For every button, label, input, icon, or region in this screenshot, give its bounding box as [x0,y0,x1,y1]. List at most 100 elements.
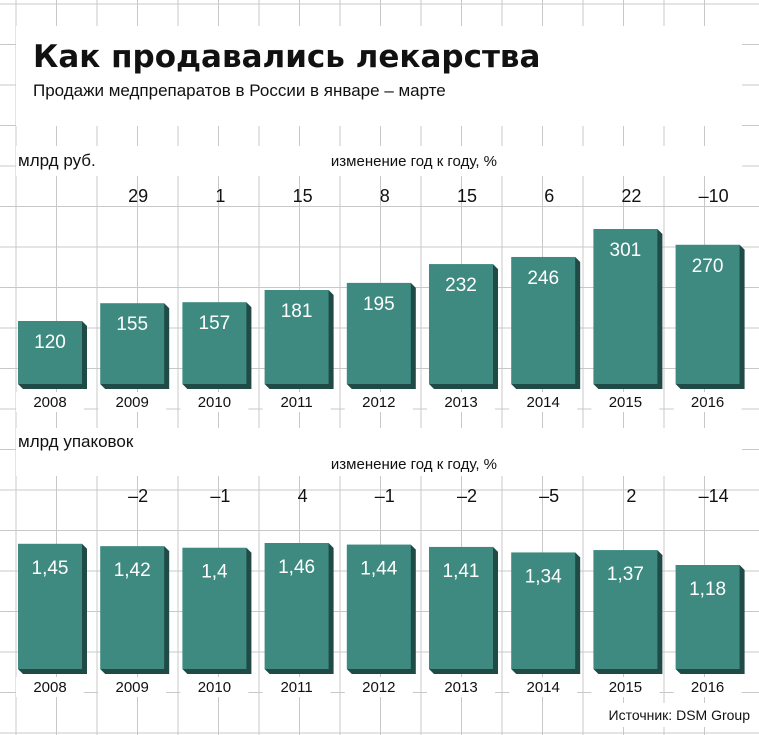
bar [511,256,576,384]
yoy-change-label: –14 [699,486,729,506]
x-tick-label: 2011 [280,394,312,411]
year-label-bg [591,392,660,412]
yoy-change-label: 4 [298,486,308,506]
bar-value-label: 157 [199,313,231,334]
x-tick-label: 2015 [609,679,642,696]
bar-value-label: 1,44 [360,559,397,580]
bar [346,544,411,669]
year-label-bg [16,677,84,697]
year-label-bg [344,677,413,697]
x-tick-label: 2016 [691,394,724,411]
yoy-change-label: 22 [621,186,641,206]
bar [18,543,82,669]
bar [264,543,329,669]
bar-value-label: 1,41 [443,561,480,582]
bar-value-label: 246 [527,268,559,289]
year-label-bg [344,392,413,412]
year-label-bg [427,392,495,412]
bar-value-label: 1,18 [689,579,726,600]
yoy-change-label: 2 [626,486,636,506]
x-tick-label: 2010 [198,394,231,411]
x-tick-label: 2008 [33,679,66,696]
bar-value-label: 181 [281,301,313,322]
year-label-bg [180,392,249,412]
year-label-bg [509,392,578,412]
bar [264,289,329,384]
unit-panel-top [16,146,742,176]
chart-title: Как продавались лекарства [33,39,540,75]
bar [100,303,165,384]
unit-label-rub: млрд руб. [18,151,96,170]
chart-subtitle: Продажи медпрепаратов в России в январе … [33,81,446,100]
bar [593,229,658,384]
x-tick-label: 2014 [527,679,560,696]
bar-value-label: 1,34 [525,566,562,587]
bar [675,565,740,669]
year-label-bg [98,677,167,697]
bar [346,282,411,384]
x-tick-label: 2016 [691,679,724,696]
bar-value-label: 1,42 [114,560,151,581]
change-label-rub: изменение год к году, % [331,153,497,170]
x-tick-label: 2013 [444,679,477,696]
yoy-change-label: –2 [128,486,148,506]
year-label-bg [16,392,84,412]
year-label-bg [591,677,660,697]
x-tick-label: 2012 [362,394,395,411]
change-label-packs: изменение год к году, % [331,456,497,473]
bar-value-label: 120 [34,332,66,353]
x-tick-label: 2014 [527,394,560,411]
x-tick-label: 2012 [362,679,395,696]
bar-value-label: 155 [116,314,148,335]
x-tick-label: 2009 [116,679,149,696]
yoy-change-label: –5 [539,486,559,506]
yoy-change-label: –1 [210,486,230,506]
chart-rub: 120 2008 155 2009 29 157 2010 1 181 2011 15 195 2012… [16,186,745,412]
unit-label-packs: млрд упаковок [18,432,134,451]
yoy-change-label: 15 [457,186,477,206]
bar [182,302,247,384]
x-tick-label: 2008 [33,394,66,411]
x-tick-label: 2015 [609,394,642,411]
year-label-bg [427,677,495,697]
bar-value-label: 1,4 [201,562,228,583]
year-label-bg [262,677,331,697]
bar [429,546,493,669]
title-panel [16,26,742,126]
bar-value-label: 1,37 [607,564,644,585]
bar [100,546,165,669]
yoy-change-label: 8 [380,186,390,206]
bar-value-label: 232 [445,275,477,296]
yoy-change-label: 29 [128,186,148,206]
year-label-bg [262,392,331,412]
bar [18,321,82,384]
yoy-change-label: –10 [699,186,729,206]
bar-value-label: 1,46 [278,557,315,578]
bar [429,264,493,384]
bar-value-label: 301 [610,240,642,261]
bar [511,552,576,669]
year-label-bg [98,392,167,412]
yoy-change-label: 15 [293,186,313,206]
x-tick-label: 2013 [444,394,477,411]
source-panel [586,703,756,727]
x-tick-label: 2011 [280,679,312,696]
bar-value-label: 195 [363,294,395,315]
year-label-bg [673,392,742,412]
bar [182,547,247,669]
bar-value-label: 270 [692,256,724,277]
yoy-change-label: 1 [215,186,225,206]
source-note: Источник: DSM Group [609,707,751,723]
yoy-change-label: –2 [457,486,477,506]
yoy-change-label: –1 [375,486,395,506]
x-tick-label: 2009 [116,394,149,411]
bar [675,244,740,384]
chart-packs: 1,45 2008 1,42 2009 –2 1,4 2010 –1 1,46 2011 4 1,44… [16,486,745,697]
bar-value-label: 1,45 [32,558,69,579]
year-label-bg [673,677,742,697]
bar [593,550,658,669]
yoy-change-label: 6 [544,186,554,206]
x-tick-label: 2010 [198,679,231,696]
